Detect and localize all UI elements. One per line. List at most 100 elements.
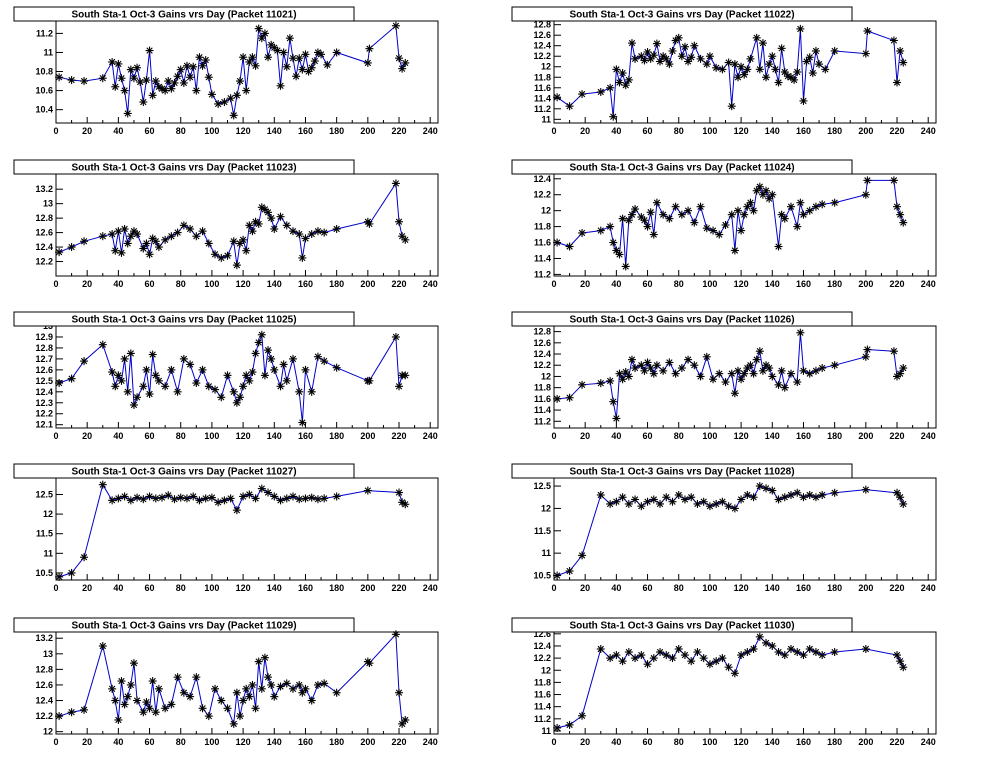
x-tick-label: 240 <box>921 431 936 441</box>
data-point-marker <box>793 68 802 76</box>
x-tick-label: 80 <box>674 583 684 593</box>
data-point-marker <box>565 102 574 111</box>
data-point-marker <box>254 24 263 33</box>
x-tick-label: 40 <box>611 737 621 747</box>
data-point-marker <box>596 491 605 499</box>
data-point-marker <box>687 657 696 666</box>
data-point-marker <box>189 62 198 71</box>
data-point-marker <box>774 495 783 504</box>
data-point-marker <box>796 198 805 207</box>
data-point-marker <box>621 81 630 90</box>
x-tick-label: 20 <box>82 431 92 441</box>
data-point-marker <box>136 78 145 87</box>
y-tick-label: 11.5 <box>36 529 53 539</box>
chart-title: South Sta-1 Oct-3 Gains vrs Day (Packet … <box>71 621 296 632</box>
data-point-marker <box>627 210 636 219</box>
x-tick-label: 140 <box>765 431 780 441</box>
y-tick-label: 12.2 <box>533 360 551 370</box>
data-point-marker <box>207 493 216 502</box>
y-tick-label: 10.6 <box>35 86 53 96</box>
data-point-marker <box>142 698 151 707</box>
chart-title: South Sta-1 Oct-3 Gains vrs Day (Packet … <box>569 621 794 632</box>
data-point-marker <box>292 72 301 81</box>
data-point-marker <box>762 186 771 195</box>
data-point-marker <box>780 68 789 76</box>
data-point-marker <box>298 65 307 74</box>
x-tick-label: 0 <box>551 737 556 747</box>
data-point-marker <box>768 190 777 199</box>
data-point-marker <box>737 62 746 71</box>
data-point-marker <box>151 494 160 503</box>
data-point-marker <box>668 46 677 55</box>
data-point-marker <box>211 385 220 394</box>
data-point-marker <box>204 73 213 82</box>
data-point-marker <box>740 70 749 79</box>
y-tick-label: 11.4 <box>534 405 551 415</box>
data-point-marker <box>254 338 263 347</box>
data-point-marker <box>618 375 627 384</box>
data-point-marker <box>301 365 310 374</box>
data-point-marker <box>749 369 758 378</box>
data-point-marker <box>618 657 627 666</box>
data-point-marker <box>173 673 182 682</box>
y-tick-label: 11.8 <box>534 383 551 393</box>
data-point-marker <box>320 357 329 366</box>
data-point-marker <box>771 65 780 74</box>
data-point-marker <box>55 248 64 257</box>
data-point-marker <box>637 502 646 511</box>
x-tick-label: 180 <box>827 737 842 747</box>
data-point-marker <box>677 210 686 219</box>
data-point-marker <box>718 65 727 74</box>
x-tick-label: 100 <box>204 737 219 747</box>
data-point-marker <box>276 682 285 691</box>
data-point-marker <box>553 93 562 102</box>
x-tick-label: 200 <box>360 737 375 747</box>
data-point-marker <box>232 688 241 697</box>
data-point-marker <box>195 496 204 505</box>
x-tick-label: 220 <box>392 279 407 289</box>
data-point-marker <box>245 376 254 385</box>
data-point-marker <box>198 365 207 374</box>
x-tick-label: 200 <box>858 279 873 289</box>
data-point-marker <box>173 387 182 396</box>
data-point-marker <box>298 418 307 427</box>
data-point-marker <box>646 208 655 217</box>
data-point-marker <box>690 41 699 50</box>
data-point-marker <box>158 493 167 502</box>
data-point-marker <box>363 486 372 495</box>
data-point-marker <box>693 499 702 508</box>
data-point-marker <box>151 77 160 86</box>
x-tick-label: 120 <box>734 431 749 441</box>
data-point-marker <box>596 645 605 653</box>
data-point-marker <box>696 372 705 381</box>
data-point-marker <box>687 53 696 62</box>
data-point-marker <box>139 98 148 107</box>
y-tick-label: 12.9 <box>35 332 53 342</box>
data-point-marker <box>712 657 721 666</box>
data-point-marker <box>173 228 182 237</box>
data-point-marker <box>229 719 238 728</box>
data-point-marker <box>195 53 204 62</box>
data-point-marker <box>774 78 783 87</box>
x-tick-label: 220 <box>890 431 905 441</box>
x-tick-label: 120 <box>734 737 749 747</box>
data-point-marker <box>786 369 795 378</box>
data-point-marker <box>310 57 319 66</box>
data-point-marker <box>55 712 64 721</box>
data-point-marker <box>276 382 285 391</box>
x-tick-label: 180 <box>827 431 842 441</box>
x-tick-label: 20 <box>82 279 92 289</box>
data-point-marker <box>148 91 157 100</box>
data-point-marker <box>765 60 774 69</box>
x-tick-label: 140 <box>267 126 282 136</box>
data-point-marker <box>774 380 783 389</box>
data-point-marker <box>643 222 652 231</box>
data-point-marker <box>189 492 198 501</box>
data-point-marker <box>615 369 624 378</box>
x-tick-label: 200 <box>858 431 873 441</box>
data-point-marker <box>242 684 251 693</box>
chart-panel-7: 0 20 40 60 80 100 120 140 160 180 200 220 240 10.5 11 1… <box>13 463 439 593</box>
y-tick-label: 11.8 <box>534 222 551 232</box>
data-point-marker <box>662 493 671 502</box>
data-point-marker <box>615 250 624 259</box>
